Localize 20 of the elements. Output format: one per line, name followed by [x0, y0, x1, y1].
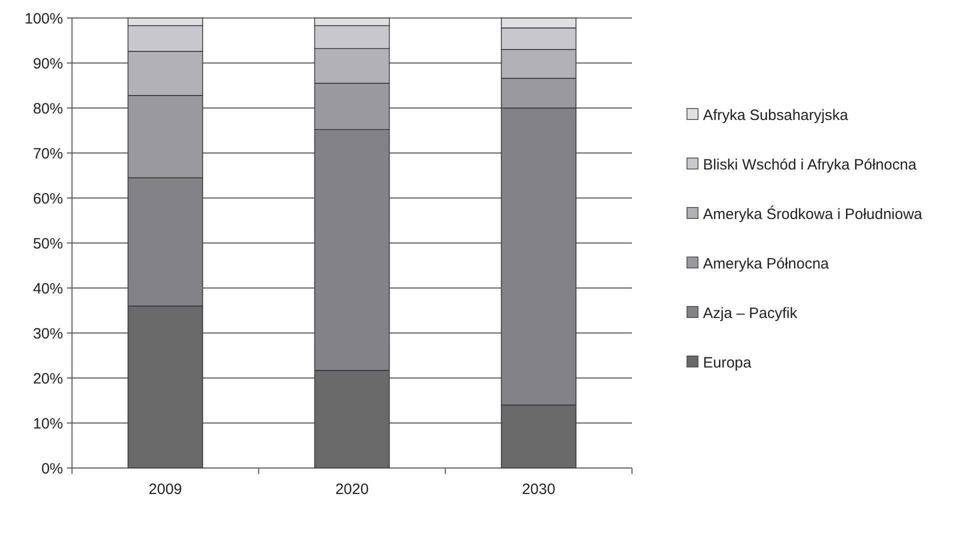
y-tick-label: 20%	[32, 370, 63, 388]
x-tick-label: 2009	[148, 481, 182, 498]
legend-label: Ameryka Północna	[703, 255, 830, 272]
y-tick-label: 80%	[32, 100, 63, 118]
legend-label: Azja – Pacyfik	[703, 304, 798, 322]
y-tick-label: 0%	[41, 460, 63, 478]
y-tick-label: 70%	[32, 145, 63, 162]
y-tick-label: 100%	[24, 10, 63, 28]
y-tick-label: 40%	[32, 280, 63, 298]
legend-label: Afryka Subsaharyjska	[703, 106, 849, 124]
y-tick-label: 60%	[32, 190, 63, 208]
y-tick-label: 10%	[32, 415, 63, 432]
legend-label: Ameryka Środkowa i Południowa	[703, 204, 923, 223]
legend-label: Bliski Wschód i Afryka Północna	[703, 156, 918, 174]
y-tick-label: 50%	[32, 235, 63, 252]
x-tick-label: 2020	[335, 481, 369, 498]
y-tick-label: 30%	[32, 325, 63, 342]
legend-label: Europa	[703, 354, 752, 372]
x-tick-label: 2030	[522, 481, 556, 498]
y-tick-label: 90%	[32, 55, 63, 72]
